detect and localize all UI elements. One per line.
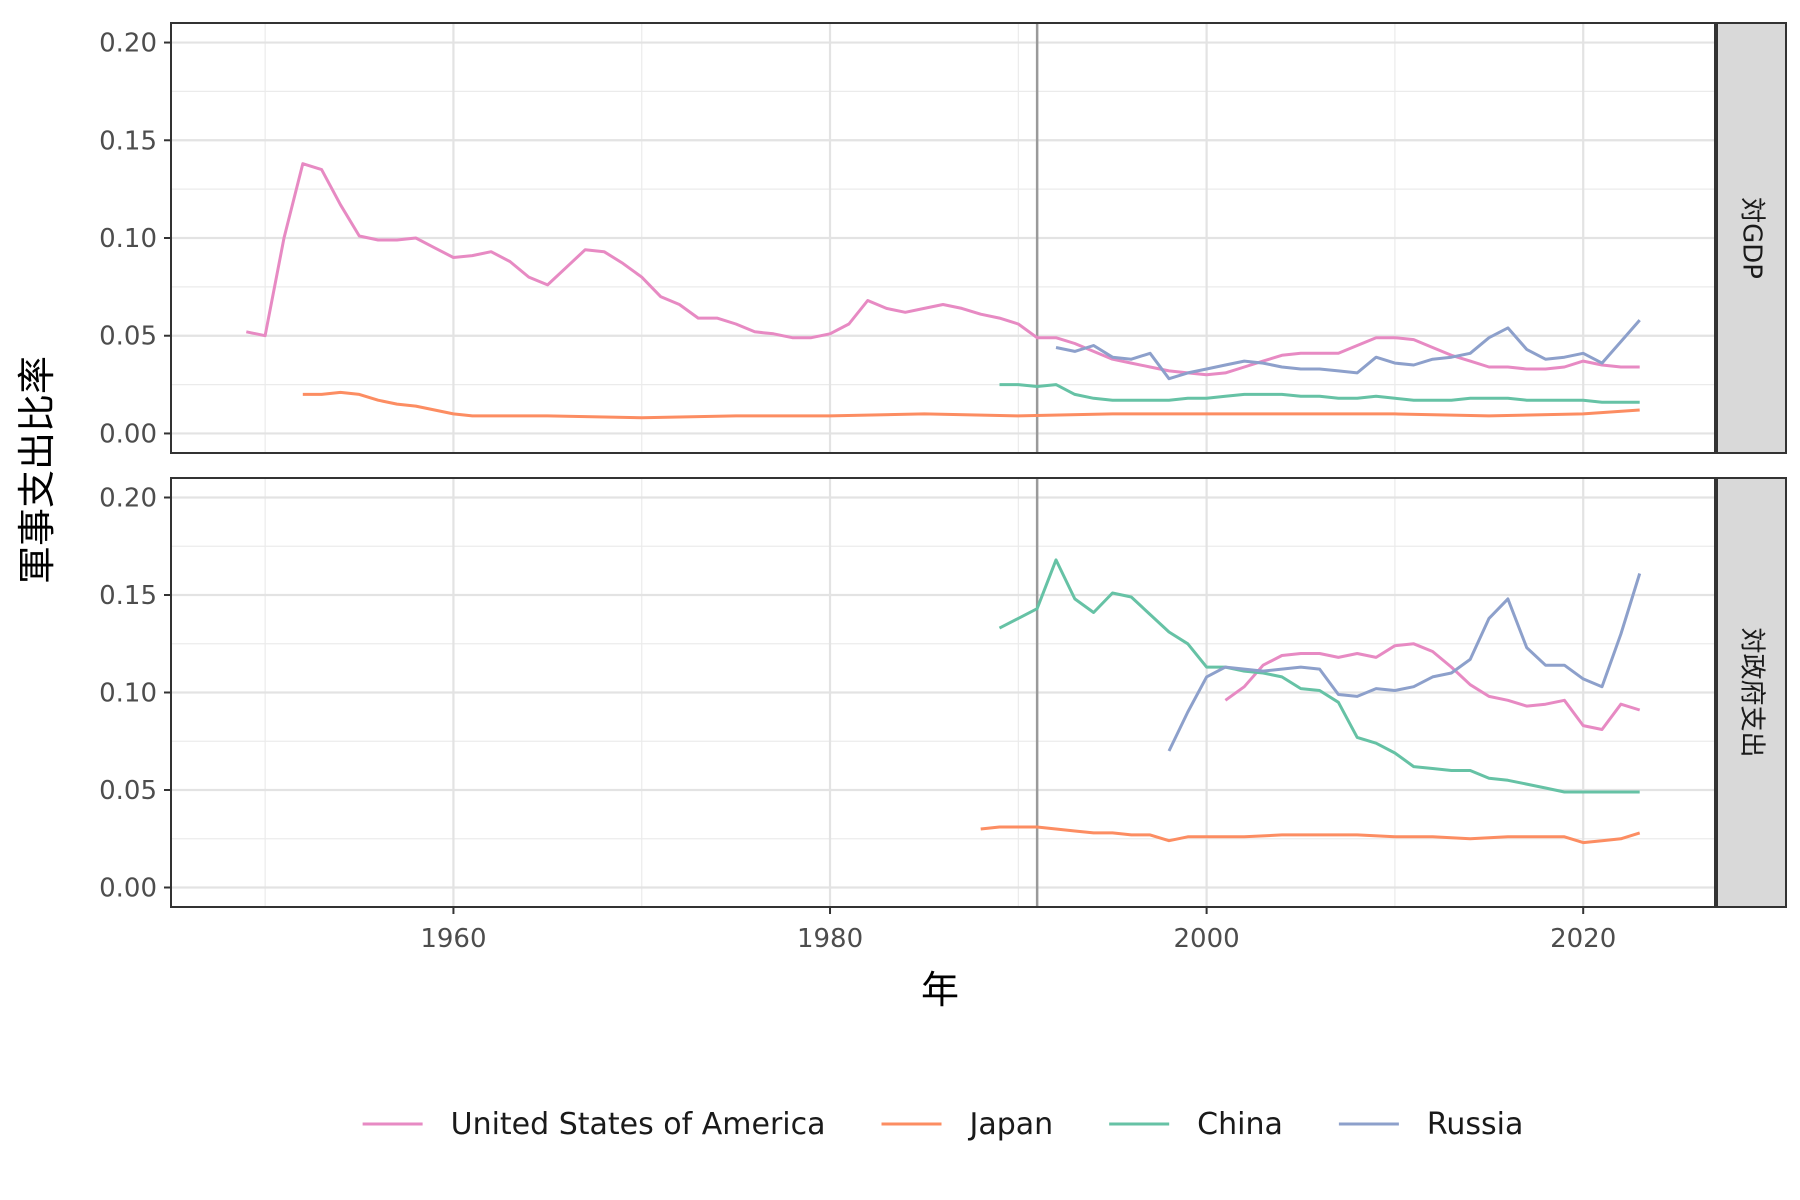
series-line-russia [1167,573,1642,752]
legend-item: China [1109,1107,1283,1142]
legend-label: China [1197,1107,1283,1142]
y-tick-label: 0.15 [99,126,157,156]
x-tick-label: 1960 [420,924,486,954]
y-tick-label: 0.00 [99,874,157,904]
series-line-united-states-of-america [245,162,1640,377]
legend-label: Japan [968,1107,1054,1142]
x-tick-label: 2020 [1550,924,1616,954]
x-tick-label: 2000 [1174,924,1240,954]
panel-2: 0.00 0.05 0.10 0.15 0.20 対政府支出 [99,477,1787,908]
y-tick-label: 0.20 [99,29,157,59]
facet-strip-label: 対GDP [1737,197,1767,279]
panel-1: 0.00 0.05 0.10 0.15 0.20 対GDP [99,22,1787,454]
series-line-china [998,558,1640,794]
panels-layer: 0.00 0.05 0.10 0.15 0.20 対GDP 0.00 0.05 0.10 0.15… [99,22,1787,954]
x-axis-title: 年 [921,968,959,1012]
series-line-japan [302,390,1640,420]
series-line-japan [980,825,1641,845]
series-group [245,162,1641,420]
y-tick-label: 0.05 [99,322,157,352]
y-tick-label: 0.05 [99,776,157,806]
y-tick-label: 0.15 [99,581,157,611]
series-line-russia [1055,319,1641,381]
legend-item: United States of America [362,1107,826,1142]
facet-strip-label: 対政府支出 [1737,627,1767,757]
y-tick-label: 0.20 [99,484,157,514]
series-group [980,558,1642,845]
y-tick-label: 0.10 [99,224,157,254]
series-line-united-states-of-america [1224,642,1641,731]
x-tick-label: 1980 [797,924,863,954]
y-tick-label: 0.00 [99,419,157,449]
y-tick-label: 0.10 [99,679,157,709]
legend-label: United States of America [451,1107,826,1142]
legend-item: Russia [1338,1107,1524,1142]
series-line-china [999,383,1640,404]
legend: United States of America Japan China Russia [362,1107,1524,1142]
legend-item: Japan [881,1107,1054,1142]
legend-label: Russia [1427,1107,1524,1142]
facet-strip [1716,22,1787,454]
y-axis-title: 軍事支出比率 [15,356,59,584]
facet-strip [1716,477,1787,908]
